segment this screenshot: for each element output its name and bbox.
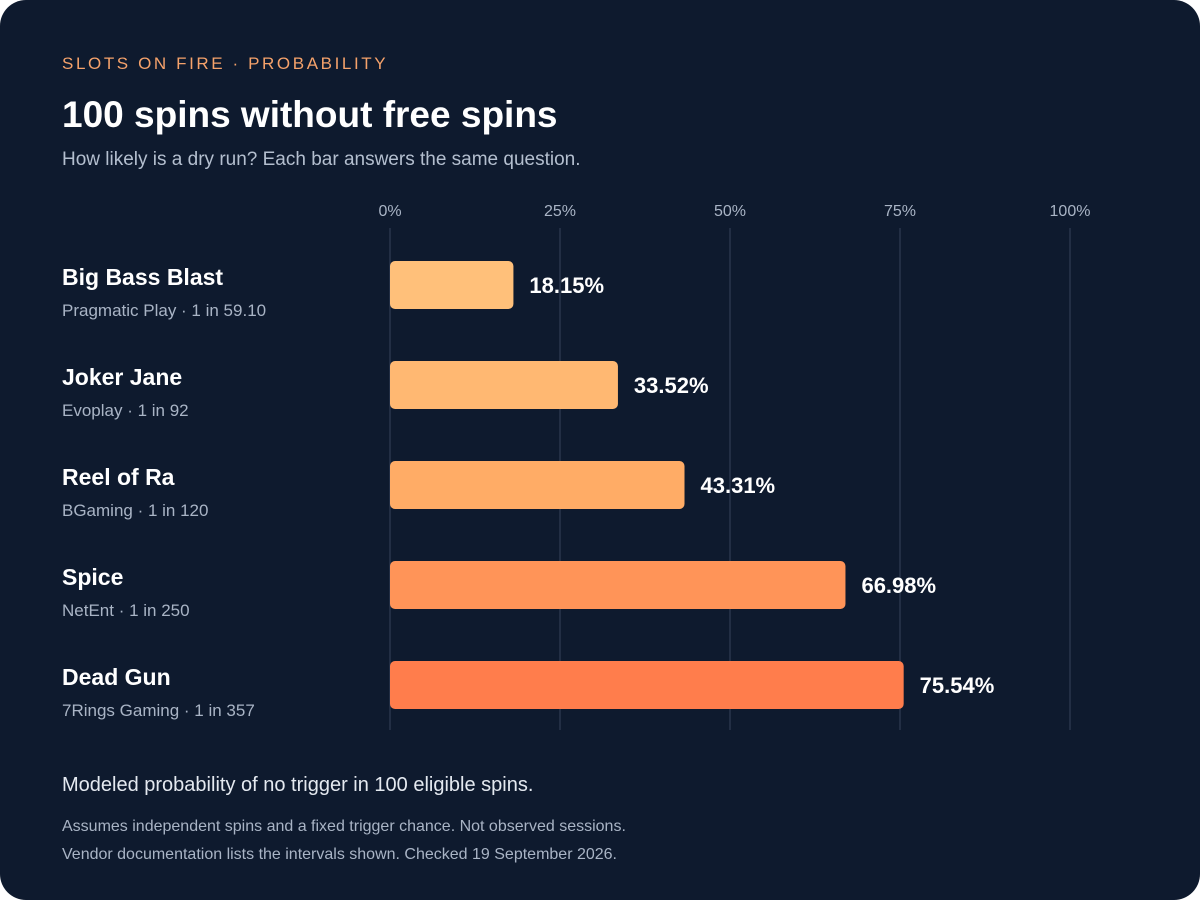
category-label: Joker Jane [62, 364, 182, 390]
bar-value-label: 43.31% [701, 473, 776, 498]
x-tick-label: 50% [714, 203, 746, 220]
bar-value-label: 75.54% [920, 673, 995, 698]
category-subtitle: BGaming · 1 in 120 [62, 501, 208, 520]
bar-value-label: 33.52% [634, 373, 709, 398]
eyebrow-label: SLOTS ON FIRE · PROBABILITY [62, 54, 389, 73]
category-label: Big Bass Blast [62, 264, 223, 290]
bar [390, 261, 514, 309]
bar-value-label: 66.98% [861, 573, 936, 598]
footnote: Modeled probability of no trigger in 100… [62, 774, 534, 796]
bar [390, 561, 846, 609]
category-subtitle: Pragmatic Play · 1 in 59.10 [62, 301, 266, 320]
category-label: Reel of Ra [62, 464, 175, 490]
bar-value-label: 18.15% [529, 273, 604, 298]
bar [390, 661, 904, 709]
x-tick-label: 25% [544, 203, 576, 220]
x-tick-label: 75% [884, 203, 916, 220]
chart-subtitle: How likely is a dry run? Each bar answer… [62, 149, 581, 170]
category-label: Dead Gun [62, 664, 171, 690]
bar [390, 461, 685, 509]
chart-title: 100 spins without free spins [62, 94, 558, 135]
category-subtitle: 7Rings Gaming · 1 in 357 [62, 701, 255, 720]
category-subtitle: Evoplay · 1 in 92 [62, 401, 189, 420]
bar [390, 361, 618, 409]
category-subtitle: NetEnt · 1 in 250 [62, 601, 190, 620]
x-tick-label: 100% [1050, 203, 1091, 220]
category-label: Spice [62, 564, 123, 590]
x-tick-label: 0% [378, 203, 401, 220]
fine-print-2: Vendor documentation lists the intervals… [62, 846, 617, 863]
fine-print-1: Assumes independent spins and a fixed tr… [62, 818, 626, 835]
